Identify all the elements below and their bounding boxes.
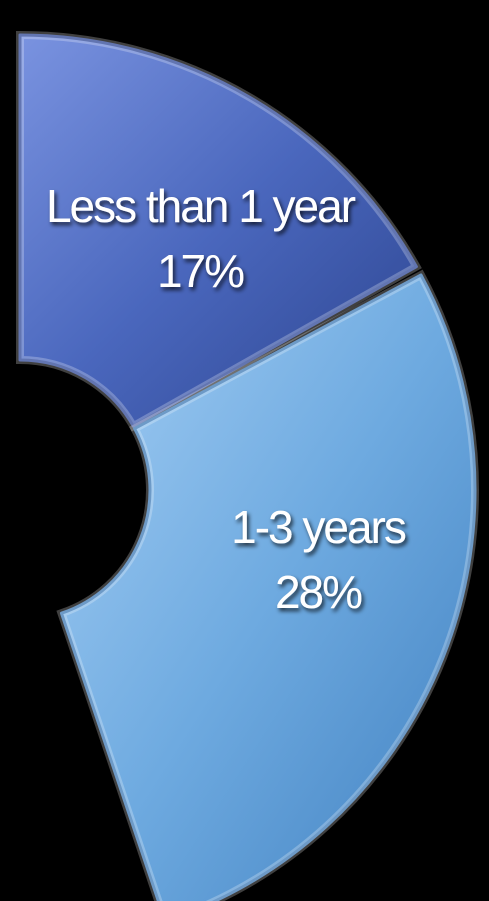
slice-1-value-label: 17%: [157, 245, 244, 297]
slice-2-value-label: 28%: [275, 566, 362, 618]
slice-1-label: Less than 1 year: [46, 180, 356, 232]
slice-2-label: 1-3 years: [231, 501, 406, 553]
slice-1: [18, 33, 418, 428]
slice-2: [59, 273, 477, 901]
labels-group: Less than 1 year 17% 1-3 years 28%: [46, 180, 408, 618]
slices-group: [16, 30, 479, 901]
slice-2-bevel: [56, 269, 479, 901]
slice-1-bevel: [16, 30, 422, 432]
